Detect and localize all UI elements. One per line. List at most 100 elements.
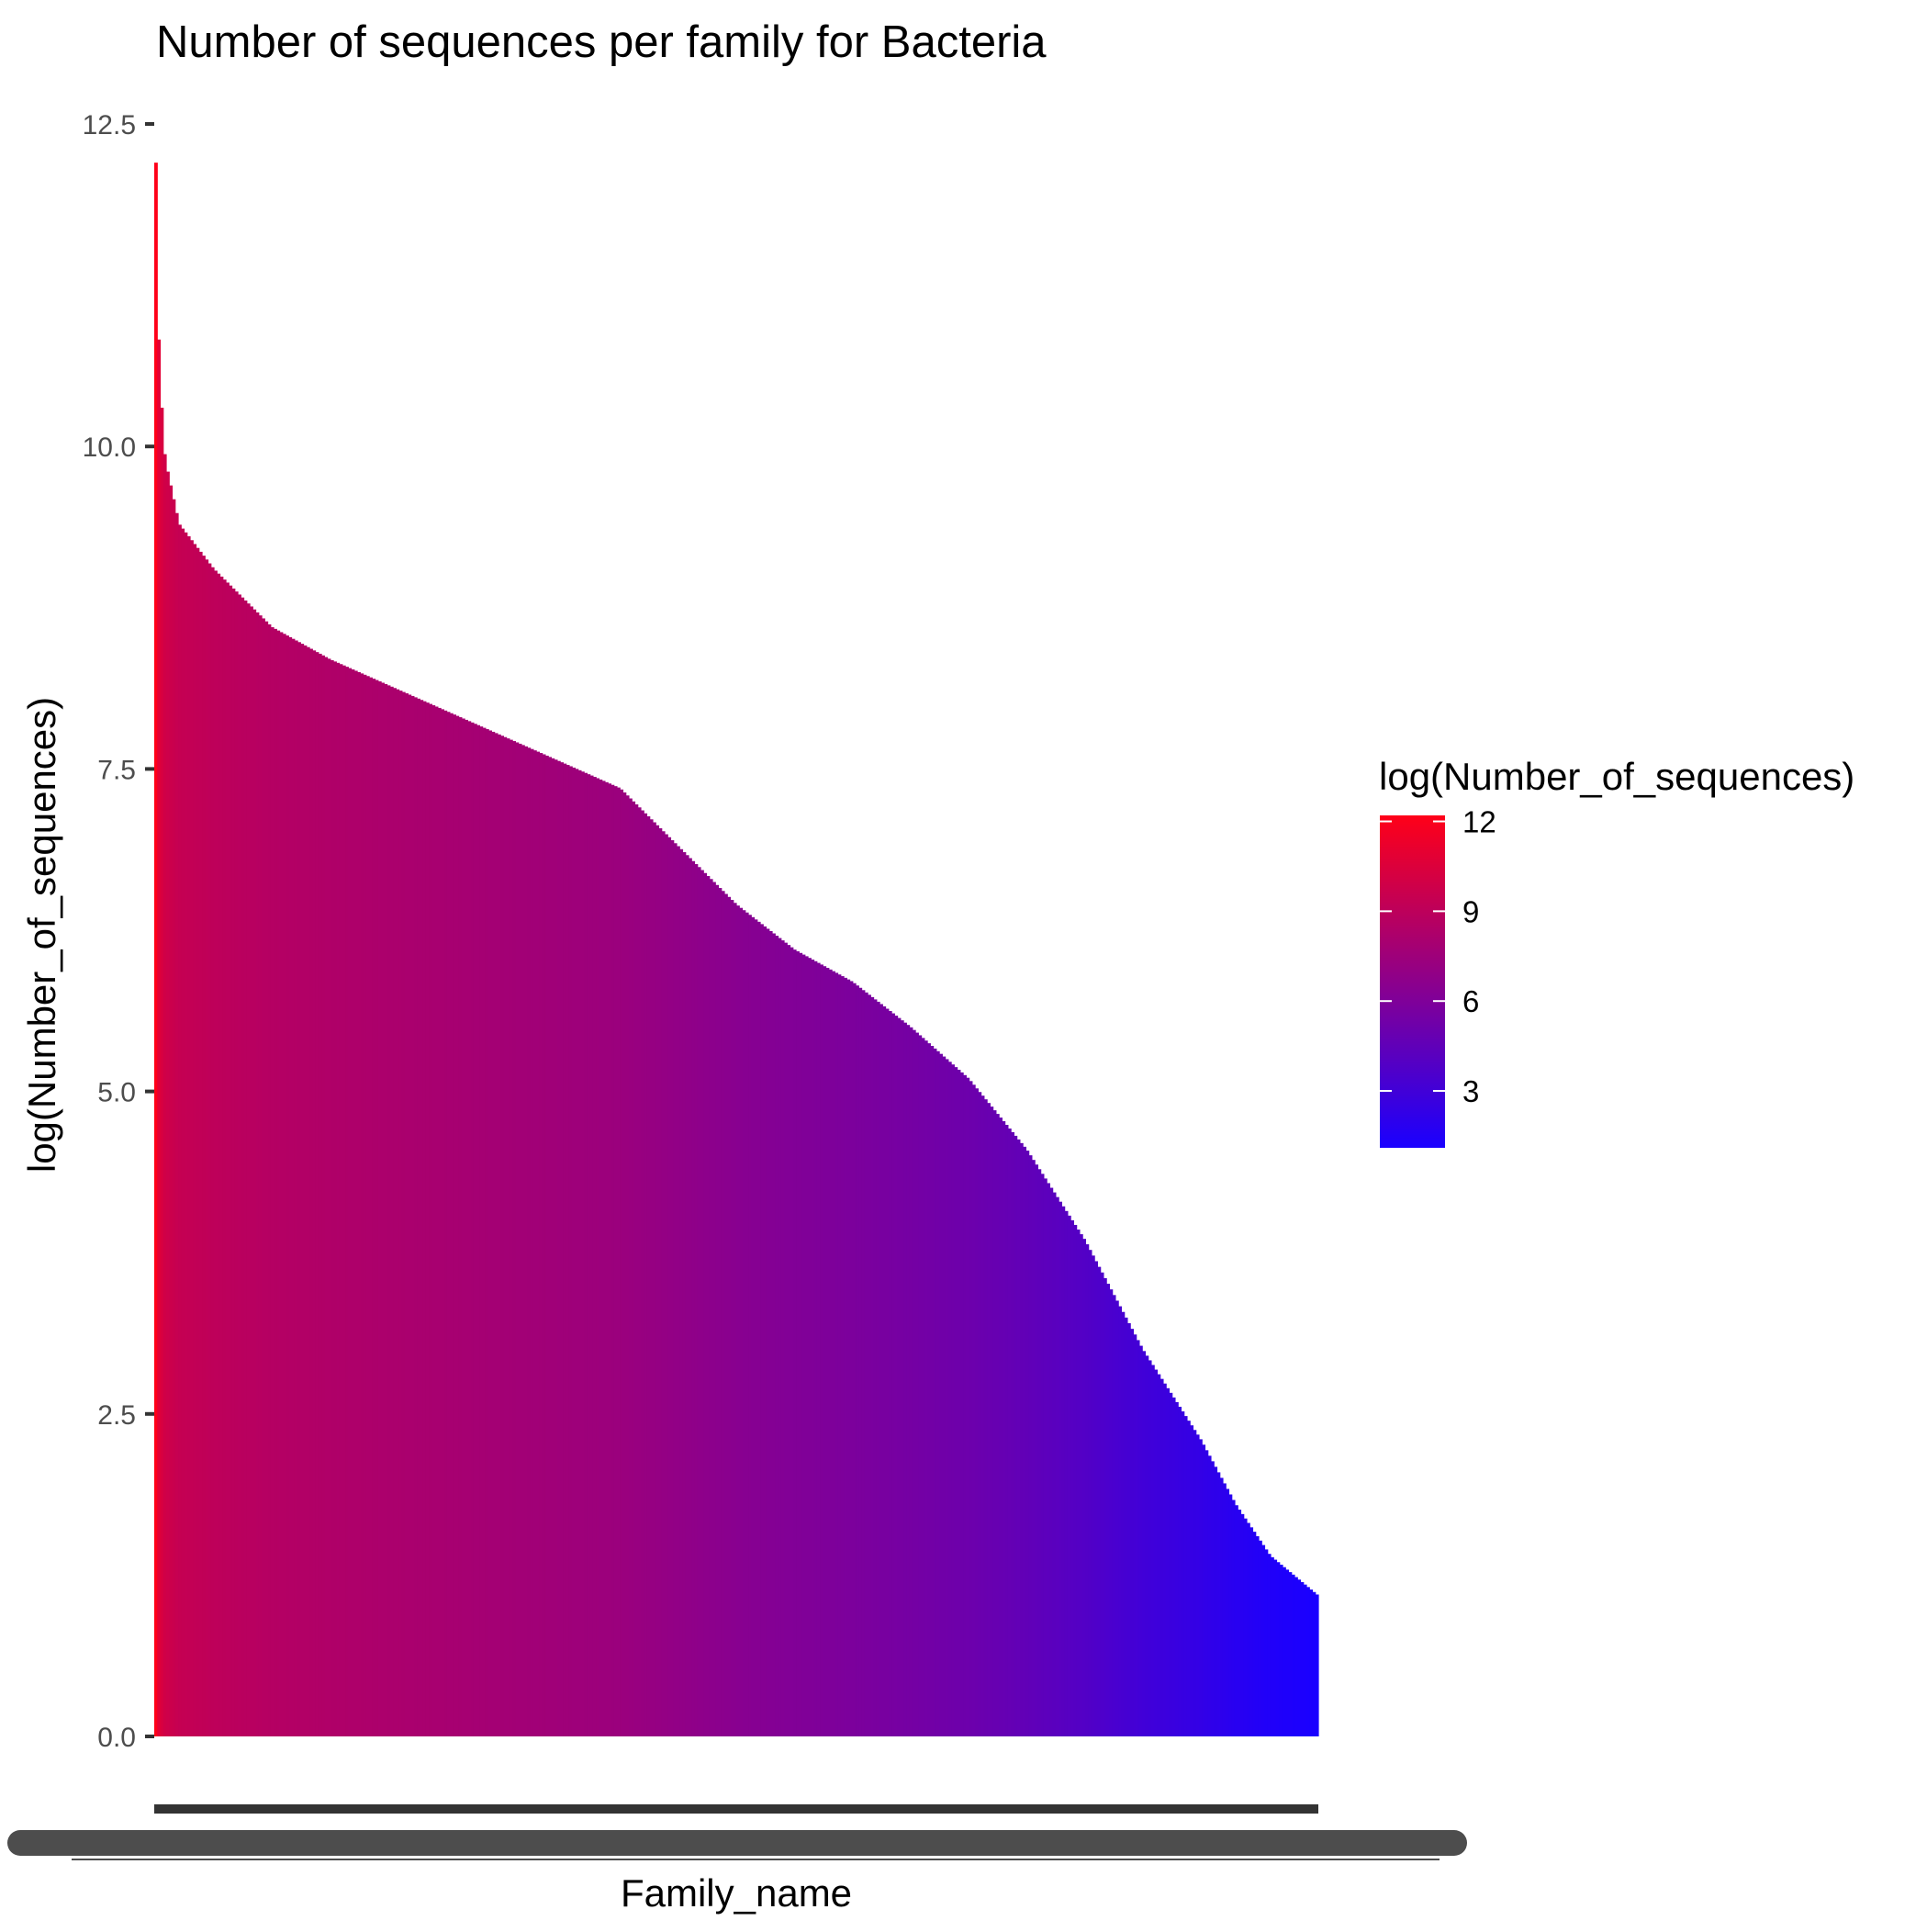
bar xyxy=(467,721,472,1736)
bar xyxy=(1226,1488,1230,1736)
bar xyxy=(312,650,317,1736)
bar xyxy=(1246,1522,1250,1736)
bar xyxy=(796,950,800,1736)
bar xyxy=(276,630,281,1737)
bar xyxy=(532,750,537,1737)
bar xyxy=(1162,1383,1167,1736)
bar xyxy=(1037,1169,1042,1736)
bar xyxy=(563,763,567,1736)
bar xyxy=(372,679,376,1736)
bar xyxy=(1142,1351,1147,1736)
bar xyxy=(808,958,812,1736)
bar xyxy=(879,1004,883,1736)
bar xyxy=(455,715,460,1736)
bar xyxy=(587,774,591,1737)
bar xyxy=(461,718,465,1736)
bar xyxy=(306,646,310,1736)
bar xyxy=(1025,1151,1030,1736)
bar xyxy=(556,760,561,1737)
bar xyxy=(1070,1219,1074,1736)
bar xyxy=(1210,1461,1215,1736)
bar xyxy=(238,594,241,1737)
bar xyxy=(422,701,427,1737)
bar xyxy=(488,730,492,1736)
bar xyxy=(1130,1329,1135,1736)
bar xyxy=(739,907,744,1736)
bar xyxy=(1202,1444,1206,1736)
bar xyxy=(267,623,272,1737)
bar xyxy=(935,1050,940,1736)
bar xyxy=(1145,1355,1149,1736)
bar xyxy=(1109,1289,1114,1736)
bar xyxy=(599,779,603,1737)
bar xyxy=(518,743,522,1737)
bar xyxy=(1222,1483,1227,1736)
bar xyxy=(969,1081,973,1736)
bar xyxy=(963,1074,967,1736)
bar xyxy=(264,621,269,1737)
bar xyxy=(995,1114,1000,1736)
legend-label: 12 xyxy=(1462,805,1496,839)
bar xyxy=(966,1077,970,1736)
bar xyxy=(703,872,708,1736)
bar xyxy=(613,786,618,1737)
bar xyxy=(1047,1183,1050,1736)
chart-title: Number of sequences per family for Bacte… xyxy=(156,17,1047,67)
bar xyxy=(947,1061,952,1736)
bar xyxy=(844,977,847,1736)
bar xyxy=(202,556,206,1736)
bar xyxy=(389,686,394,1736)
bar xyxy=(1270,1556,1274,1736)
y-tick-label: 2.5 xyxy=(97,1400,136,1431)
bar xyxy=(870,996,875,1736)
x-axis xyxy=(7,1804,1467,1860)
bar xyxy=(1023,1146,1026,1736)
bar xyxy=(1183,1416,1188,1736)
bar xyxy=(473,724,477,1736)
bar xyxy=(1309,1589,1314,1736)
bar xyxy=(861,990,866,1736)
bar xyxy=(1002,1121,1006,1736)
bar xyxy=(539,753,543,1736)
y-tick-label: 10.0 xyxy=(83,432,136,463)
bar xyxy=(816,962,821,1736)
bar xyxy=(157,339,162,1736)
bar xyxy=(1273,1559,1278,1736)
bar xyxy=(485,729,489,1736)
bar xyxy=(1204,1450,1209,1736)
bar xyxy=(405,693,409,1736)
bar xyxy=(1193,1430,1197,1736)
bar xyxy=(1103,1277,1107,1736)
bar xyxy=(482,727,487,1736)
bar xyxy=(282,634,286,1736)
bar xyxy=(544,755,549,1737)
bar xyxy=(387,685,391,1736)
bar xyxy=(682,852,687,1736)
bar xyxy=(924,1040,928,1736)
bar xyxy=(601,781,606,1736)
bar xyxy=(353,670,358,1736)
bar xyxy=(667,837,672,1736)
bar xyxy=(318,653,322,1737)
bar xyxy=(715,884,720,1736)
bar xyxy=(999,1118,1003,1736)
bar xyxy=(441,709,444,1736)
bar xyxy=(446,712,451,1736)
bar xyxy=(521,745,525,1736)
bar xyxy=(207,563,212,1736)
color-legend: log(Number_of_sequences) 12 9 6 3 xyxy=(1379,755,1854,1148)
bar xyxy=(1312,1591,1316,1736)
bar xyxy=(226,582,230,1737)
bar xyxy=(1195,1434,1200,1736)
bar xyxy=(685,855,689,1736)
bar xyxy=(1028,1155,1033,1736)
bar xyxy=(780,940,785,1736)
bar xyxy=(628,798,633,1736)
x-axis-title: Family_name xyxy=(621,1871,852,1915)
bar xyxy=(274,628,277,1736)
bar xyxy=(1291,1574,1295,1736)
bar xyxy=(342,665,346,1737)
bar xyxy=(246,603,251,1737)
bar-series xyxy=(154,163,1319,1737)
